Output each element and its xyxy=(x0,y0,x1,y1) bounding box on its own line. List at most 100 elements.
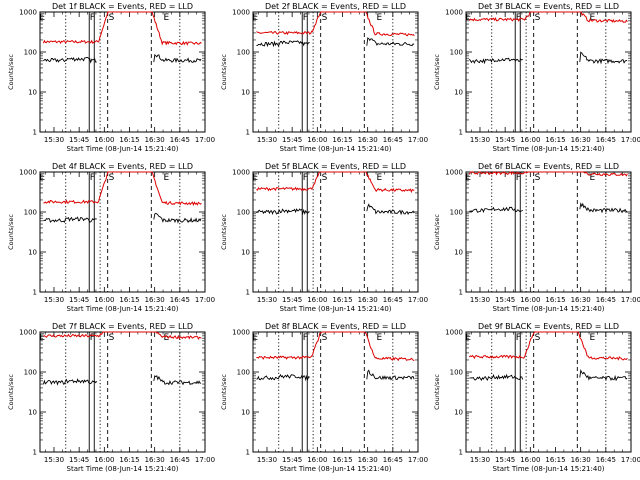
events-series-line-pre xyxy=(469,57,523,65)
events-series-line-post xyxy=(579,369,628,382)
events-series-line-pre xyxy=(256,40,310,48)
lld-series-line xyxy=(256,331,415,362)
marker-s: S xyxy=(109,173,115,183)
y-tick-label: 1 xyxy=(33,449,37,457)
marker-s: S xyxy=(535,333,541,343)
y-tick-label: 1 xyxy=(246,449,250,457)
marker-e-left: E xyxy=(465,173,471,183)
x-tick-label: 16:30 xyxy=(571,296,591,304)
marker-f: F xyxy=(516,173,521,183)
marker-e-right: E xyxy=(164,173,170,183)
panel-title: Det 9f BLACK = Events, RED = LLD xyxy=(478,322,619,331)
y-axis-label: Counts/sec xyxy=(220,374,228,410)
y-tick-label: 1000 xyxy=(445,9,463,17)
y-tick-label: 100 xyxy=(237,209,250,217)
x-tick-label: 17:00 xyxy=(195,296,215,304)
panel-title: Det 4f BLACK = Events, RED = LLD xyxy=(52,162,193,171)
marker-e-right: E xyxy=(377,333,383,343)
marker-f: F xyxy=(90,173,95,183)
marker-e-right: E xyxy=(164,333,170,343)
x-tick-label: 17:00 xyxy=(621,296,640,304)
panel-det-9: Det 9f BLACK = Events, RED = LLD 1 10 100 10… xyxy=(433,322,640,473)
x-tick-label: 16:00 xyxy=(520,296,540,304)
x-tick-label: 17:00 xyxy=(408,456,428,464)
marker-f: F xyxy=(516,333,521,343)
x-tick-label: 16:45 xyxy=(170,456,190,464)
y-axis-label: Counts/sec xyxy=(7,54,15,90)
y-tick-label: 10 xyxy=(241,89,250,97)
marker-s: S xyxy=(535,173,541,183)
x-axis-label: Start Time (08-Jun-14 15:21:40) xyxy=(493,145,605,153)
x-tick-label: 17:00 xyxy=(621,136,640,144)
x-tick-label: 16:15 xyxy=(119,136,139,144)
marker-e-left: E xyxy=(252,13,258,23)
panel-det-5: Det 5f BLACK = Events, RED = LLD 1 10 100 10… xyxy=(220,162,428,313)
y-tick-label: 100 xyxy=(24,209,37,217)
events-series-line-pre xyxy=(469,373,524,382)
marker-s: S xyxy=(322,13,328,23)
panel-title: Det 6f BLACK = Events, RED = LLD xyxy=(478,162,619,171)
y-tick-label: 10 xyxy=(241,409,250,417)
panel-title: Det 2f BLACK = Events, RED = LLD xyxy=(265,2,406,11)
x-tick-label: 16:15 xyxy=(332,136,352,144)
lld-series-line xyxy=(43,171,202,207)
events-series-line-post xyxy=(153,212,202,224)
x-tick-label: 16:00 xyxy=(94,136,114,144)
y-tick-label: 100 xyxy=(450,209,463,217)
y-tick-label: 10 xyxy=(28,409,37,417)
marker-f: F xyxy=(516,13,521,23)
panel-det-4: Det 4f BLACK = Events, RED = LLD 1 10 100 10… xyxy=(7,162,215,313)
y-tick-label: 1 xyxy=(33,289,37,297)
x-tick-label: 16:00 xyxy=(307,136,327,144)
marker-e-left: E xyxy=(39,173,45,183)
y-tick-label: 1 xyxy=(33,129,37,137)
marker-s: S xyxy=(109,333,115,343)
marker-e-left: E xyxy=(252,173,258,183)
lld-series-line xyxy=(468,11,628,23)
x-tick-label: 15:30 xyxy=(470,136,490,144)
x-tick-label: 15:30 xyxy=(470,456,490,464)
x-axis-label: Start Time (08-Jun-14 15:21:40) xyxy=(67,465,179,473)
marker-s: S xyxy=(322,333,328,343)
x-tick-label: 17:00 xyxy=(408,296,428,304)
panel-det-1: Det 1f BLACK = Events, RED = LLD 1 10 100 10… xyxy=(7,2,215,153)
x-tick-label: 15:30 xyxy=(257,136,277,144)
x-tick-label: 16:15 xyxy=(119,296,139,304)
x-tick-label: 16:15 xyxy=(332,456,352,464)
x-tick-label: 16:15 xyxy=(119,456,139,464)
events-series-line-post xyxy=(579,51,628,65)
lld-series-line xyxy=(256,171,415,194)
marker-e-right: E xyxy=(377,173,383,183)
x-tick-label: 16:30 xyxy=(571,136,591,144)
events-series-line-post xyxy=(366,37,415,47)
marker-s: S xyxy=(535,13,541,23)
y-tick-label: 100 xyxy=(237,49,250,57)
y-tick-label: 10 xyxy=(28,249,37,257)
events-series-line-post xyxy=(579,202,628,214)
y-tick-label: 10 xyxy=(454,89,463,97)
events-series-line-pre xyxy=(42,378,98,386)
x-tick-label: 15:30 xyxy=(257,456,277,464)
x-tick-label: 16:00 xyxy=(520,136,540,144)
y-tick-label: 1 xyxy=(459,129,463,137)
marker-f: F xyxy=(303,13,308,23)
x-tick-label: 16:45 xyxy=(170,136,190,144)
y-tick-label: 1000 xyxy=(19,169,37,177)
y-axis-label: Counts/sec xyxy=(220,214,228,250)
x-tick-label: 15:45 xyxy=(69,296,89,304)
x-tick-label: 16:30 xyxy=(145,136,165,144)
events-series-line-post xyxy=(366,369,415,381)
x-tick-label: 16:30 xyxy=(145,456,165,464)
lld-series-line xyxy=(256,11,415,37)
marker-f: F xyxy=(90,13,95,23)
x-tick-label: 15:45 xyxy=(495,136,515,144)
y-tick-label: 1 xyxy=(246,289,250,297)
x-tick-label: 16:00 xyxy=(94,456,114,464)
marker-s: S xyxy=(322,173,328,183)
x-tick-label: 16:15 xyxy=(545,456,565,464)
x-tick-label: 16:30 xyxy=(358,136,378,144)
x-axis-label: Start Time (08-Jun-14 15:21:40) xyxy=(67,305,179,313)
marker-e-left: E xyxy=(465,333,471,343)
x-tick-label: 16:00 xyxy=(94,296,114,304)
